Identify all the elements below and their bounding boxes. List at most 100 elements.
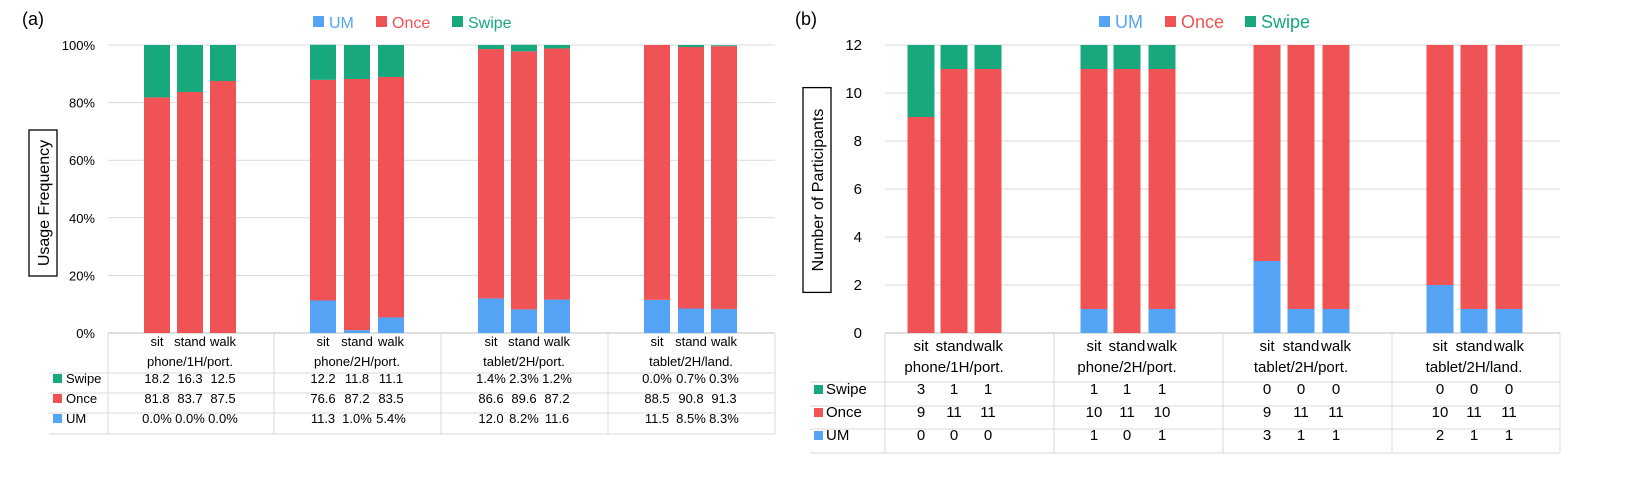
- panel-a-bar-um-1-2: [378, 317, 404, 333]
- panel-a-bar-swipe-1-0: [310, 44, 336, 80]
- panel-a-table-cell-once: 81.8: [144, 391, 169, 406]
- panel-a-ylabel-frame: [28, 129, 58, 277]
- panel-b-bar-once-0-0: [907, 117, 935, 333]
- panel-a-table-cell-once: 89.6: [511, 391, 536, 406]
- panel-a-bar-um-2-0: [478, 298, 504, 333]
- panel-a-bar-swipe-3-2: [711, 45, 737, 47]
- panel-a-category-label: sit: [485, 334, 498, 349]
- panel-a-ytick-label: 80%: [69, 96, 95, 111]
- panel-a-ytick-label: 60%: [69, 153, 95, 168]
- panel-a-table-rowlabel-once: Once: [66, 391, 97, 406]
- panel-a-table-cell-once: 88.5: [644, 391, 669, 406]
- panel-a-bar-swipe-2-1: [511, 44, 537, 52]
- panel-b-bar-once-1-1: [1113, 69, 1141, 333]
- panel-b-bar-um-3-1: [1460, 309, 1488, 333]
- panel-b-bar-swipe-0-0: [907, 45, 935, 117]
- panel-a-ytick-label: 20%: [69, 268, 95, 283]
- panel-a-category-label: stand: [341, 334, 373, 349]
- panel-b-category-label: sit: [914, 338, 930, 355]
- panel-a-table-cell-once: 91.3: [711, 391, 736, 406]
- panel-a-table-cell-swipe: 12.5: [210, 371, 235, 386]
- panel-a-table-cell-swipe: 2.3%: [509, 371, 539, 386]
- panel-b-bar-once-0-2: [974, 69, 1002, 333]
- panel-b-bar-um-2-0: [1253, 261, 1281, 333]
- panel-a-table-cell-um: 8.2%: [509, 411, 539, 426]
- panel-a-bar-swipe-2-2: [544, 45, 570, 49]
- panel-a-table-cell-um: 11.3: [311, 411, 335, 426]
- panel-a-category-label: walk: [710, 334, 738, 349]
- panel-b-table-rowlabel-swipe: Swipe: [826, 381, 867, 398]
- panel-b-table-cell-swipe: 0: [1332, 381, 1340, 398]
- panel-a-table-cell-once: 87.2: [544, 391, 569, 406]
- panel-a-bar-swipe-1-2: [378, 45, 404, 77]
- panel-b-legend-swipe: Swipe: [1261, 12, 1310, 32]
- panel-a-bar-once-1-0: [310, 79, 336, 301]
- panel-b-category-label: walk: [1320, 338, 1352, 355]
- panel-b-category-label: sit: [1433, 338, 1449, 355]
- panel-b-legend-swatch-once: [1165, 16, 1176, 27]
- panel-b-bar-swipe-0-1: [940, 45, 968, 69]
- panel-b-table-cell-swipe: 1: [1158, 381, 1166, 398]
- panel-b-category-label: walk: [972, 338, 1004, 355]
- panel-a-table-cell-swipe: 18.2: [144, 371, 169, 386]
- panel-b-table-cell-swipe: 3: [917, 381, 925, 398]
- panel-b-ytick-label: 2: [854, 277, 862, 294]
- panel-b-table-cell-um: 0: [917, 427, 925, 444]
- panel-b-table-cell-swipe: 0: [1470, 381, 1478, 398]
- panel-a-table-cell-um: 11.5: [645, 411, 669, 426]
- panel-a-group-label: phone/2H/port.: [314, 354, 400, 369]
- panel-a-table-cell-once: 83.7: [177, 391, 202, 406]
- panel-a-bar-once-1-2: [378, 76, 404, 318]
- panel-b-table-swatch-once: [814, 408, 823, 417]
- panel-a-ylabel-box: Usage Frequency: [28, 129, 58, 277]
- panel-a-category-label: stand: [508, 334, 540, 349]
- panel-a-bar-swipe-1-1: [344, 45, 370, 79]
- panel-b-ytick-label: 0: [854, 325, 862, 342]
- panel-b-ytick-label: 10: [845, 85, 862, 102]
- panel-a-category-label: stand: [675, 334, 707, 349]
- panel-b-ytick-label: 12: [845, 37, 862, 54]
- panel-b-bar-um-3-0: [1426, 285, 1454, 333]
- panel-b-category-label: walk: [1146, 338, 1178, 355]
- panel-b-group-label: phone/1H/port.: [904, 359, 1003, 376]
- panel-a-legend-swatch-um: [313, 16, 324, 27]
- panel-b-category-label: stand: [936, 338, 973, 355]
- panel-b-bar-swipe-0-2: [974, 45, 1002, 69]
- panel-a-bar-swipe-0-1: [177, 45, 203, 92]
- panel-b-legend-swatch-swipe: [1245, 16, 1256, 27]
- panel-b-table-cell-swipe: 0: [1505, 381, 1513, 398]
- panel-a-bar-um-3-2: [711, 309, 737, 333]
- panel-b-table-cell-um: 3: [1263, 427, 1271, 444]
- panel-b-ylabel-box: Number of Participants: [802, 86, 832, 294]
- panel-a-table-cell-swipe: 1.2%: [542, 371, 572, 386]
- panel-b-bar-once-2-2: [1322, 45, 1350, 309]
- panel-b-bar-once-0-1: [940, 69, 968, 333]
- panel-a-table-cell-once: 90.8: [678, 391, 703, 406]
- panel-b-table-rowlabel-um: UM: [826, 427, 849, 444]
- panel-b-bar-once-2-0: [1253, 45, 1281, 261]
- panel-a-legend-swatch-swipe: [452, 16, 463, 27]
- panel-b-table-cell-um: 0: [950, 427, 958, 444]
- panel-b-table-cell-swipe: 1: [984, 381, 992, 398]
- panel-a-ylabel: Usage Frequency: [36, 140, 53, 266]
- panel-a-group-label: phone/1H/port.: [147, 354, 233, 369]
- panel-b-bar-swipe-1-2: [1148, 45, 1176, 69]
- panel-b-legend-once: Once: [1181, 12, 1224, 32]
- panel-b-table-cell-swipe: 0: [1263, 381, 1271, 398]
- panel-a-table-cell-swipe: 12.2: [310, 371, 335, 386]
- panel-b-label: (b): [795, 9, 817, 29]
- panel-a-table-cell-swipe: 11.8: [345, 371, 369, 386]
- panel-b-table-rowlabel-once: Once: [826, 404, 862, 421]
- panel-b-ytick-label: 6: [854, 181, 862, 198]
- panel-a-ytick-label: 40%: [69, 211, 95, 226]
- panel-a-category-label: stand: [174, 334, 206, 349]
- panel-a-table-cell-once: 86.6: [478, 391, 503, 406]
- panel-a-table-swatch-um: [53, 414, 62, 423]
- panel-a-table-swatch-once: [53, 394, 62, 403]
- panel-b-table-cell-um: 1: [1090, 427, 1098, 444]
- panel-a-group-label: tablet/2H/land.: [649, 354, 733, 369]
- panel-b-category-label: sit: [1087, 338, 1103, 355]
- panel-a-category-label: sit: [151, 334, 164, 349]
- panel-a-table-cell-swipe: 1.4%: [476, 371, 506, 386]
- panel-a-bar-um-3-1: [678, 308, 704, 333]
